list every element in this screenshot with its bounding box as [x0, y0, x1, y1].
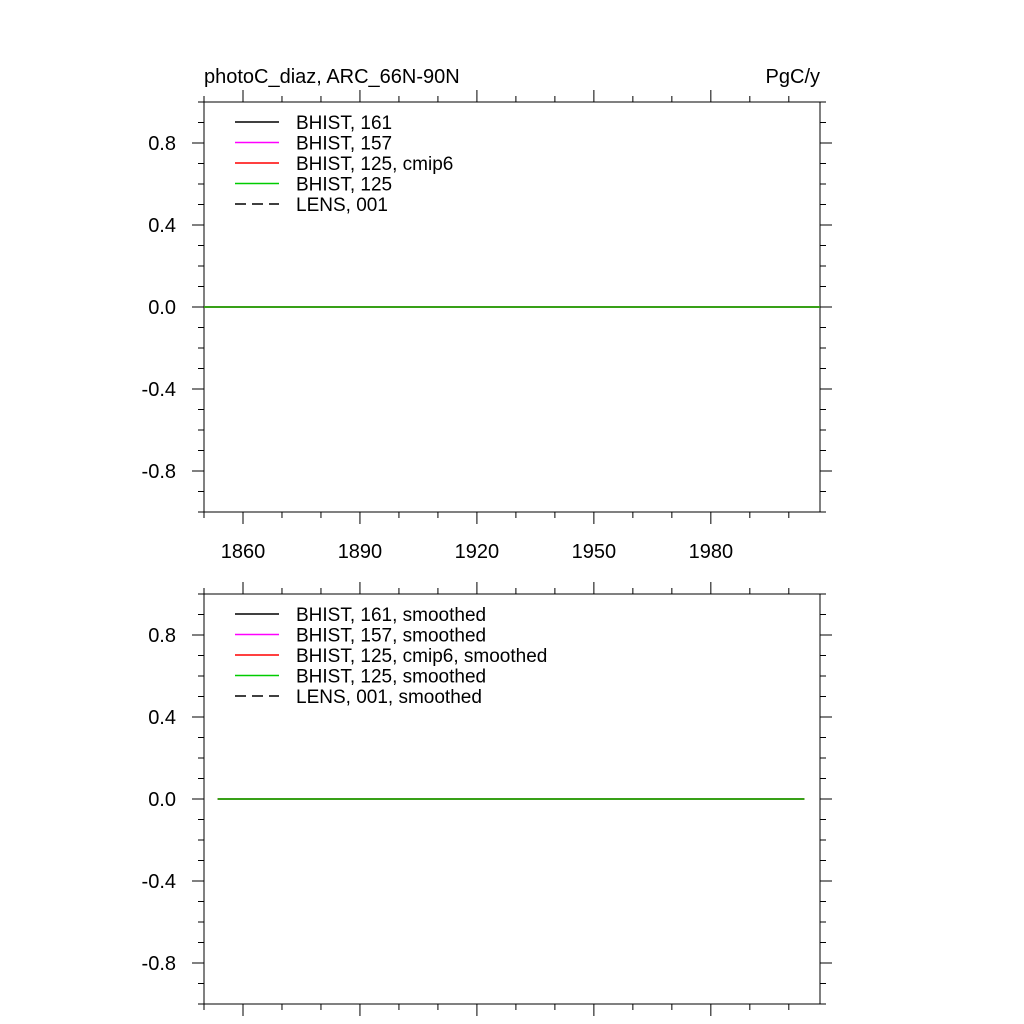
legend-label: BHIST, 161: [296, 113, 392, 134]
y-tick-label: -0.8: [142, 953, 176, 975]
legend-label: BHIST, 157, smoothed: [296, 626, 486, 647]
legend-label: BHIST, 157: [296, 134, 392, 155]
y-tick-label: -0.4: [142, 871, 176, 893]
units-label: PgC/y: [766, 66, 820, 88]
y-tick-label: 0.0: [148, 297, 176, 319]
x-tick-label: 1980: [689, 541, 734, 563]
x-tick-label: 1860: [221, 541, 266, 563]
y-tick-label: 0.4: [148, 707, 176, 729]
y-tick-label: 0.8: [148, 625, 176, 647]
y-tick-label: -0.4: [142, 379, 176, 401]
x-tick-label: 1950: [572, 541, 617, 563]
legend-label: BHIST, 125, cmip6, smoothed: [296, 646, 547, 667]
top-panel: 1860 1890 1920 1950 1980 0.8 0.4 0.0 -0.4 -0.8 BHI…: [142, 90, 832, 563]
chart-title: photoC_diaz, ARC_66N-90N: [204, 66, 460, 88]
x-tick-label: 1920: [455, 541, 500, 563]
legend-label: BHIST, 125, smoothed: [296, 667, 486, 688]
y-tick-label: 0.0: [148, 789, 176, 811]
y-tick-label: 0.8: [148, 133, 176, 155]
y-tick-label: -0.8: [142, 461, 176, 483]
legend-label: BHIST, 161, smoothed: [296, 605, 486, 626]
legend-label: BHIST, 125: [296, 175, 392, 196]
legend-label: BHIST, 125, cmip6: [296, 154, 453, 175]
legend-label: LENS, 001: [296, 195, 388, 216]
x-tick-label: 1890: [338, 541, 383, 563]
y-tick-label: 0.4: [148, 215, 176, 237]
legend-label: LENS, 001, smoothed: [296, 687, 482, 708]
